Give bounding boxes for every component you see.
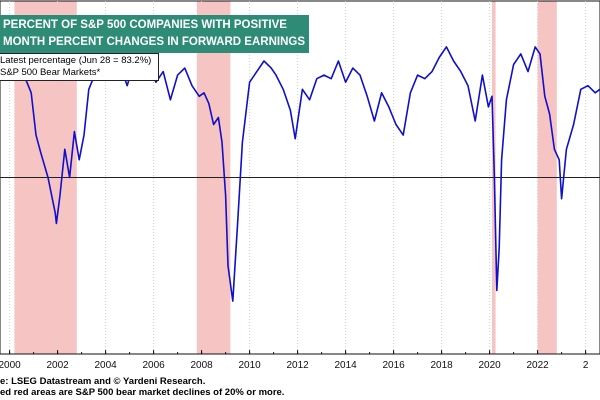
x-tick-label: 2004: [94, 360, 117, 371]
vertical-gridlines: [9, 1, 587, 354]
x-tick-label: 2002: [46, 360, 69, 371]
x-tick-label: 2008: [190, 360, 213, 371]
x-tick-label: 2014: [334, 360, 357, 371]
chart-title-line-1: PERCENT OF S&P 500 COMPANIES WITH POSITI…: [3, 19, 287, 31]
footnote-source: e: LSEG Datastream and © Yardeni Researc…: [0, 376, 206, 387]
x-axis-ticks: 2000 2002 2004 2006 2008 2010 2012 2014 2016 2018…: [0, 350, 589, 371]
x-tick-label: 2022: [526, 360, 549, 371]
x-tick-label: 2000: [0, 360, 21, 371]
legend-latest: Latest percentage (Jun 28 = 83.2%): [0, 55, 152, 66]
x-tick-label: 2018: [430, 360, 453, 371]
x-tick-label: 2016: [382, 360, 405, 371]
footnote-shading: ed red areas are S&P 500 bear market dec…: [0, 387, 285, 398]
x-tick-label: 2010: [238, 360, 261, 371]
plot-area-frame: [0, 0, 600, 355]
x-tick-label: 2: [583, 360, 589, 371]
legend-bear-markets: S&P 500 Bear Markets*: [0, 67, 101, 78]
x-tick-label: 2006: [142, 360, 165, 371]
x-tick-label: 2020: [478, 360, 501, 371]
x-tick-label: 2012: [286, 360, 309, 371]
chart-title: PERCENT OF S&P 500 COMPANIES WITH POSITI…: [0, 15, 309, 53]
chart-title-line-2: MONTH PERCENT CHANGES IN FORWARD EARNING…: [3, 36, 305, 48]
legend: Latest percentage (Jun 28 = 83.2%) S&P 5…: [0, 53, 159, 81]
series-line: [0, 46, 600, 302]
footnotes: e: LSEG Datastream and © Yardeni Researc…: [0, 376, 284, 398]
